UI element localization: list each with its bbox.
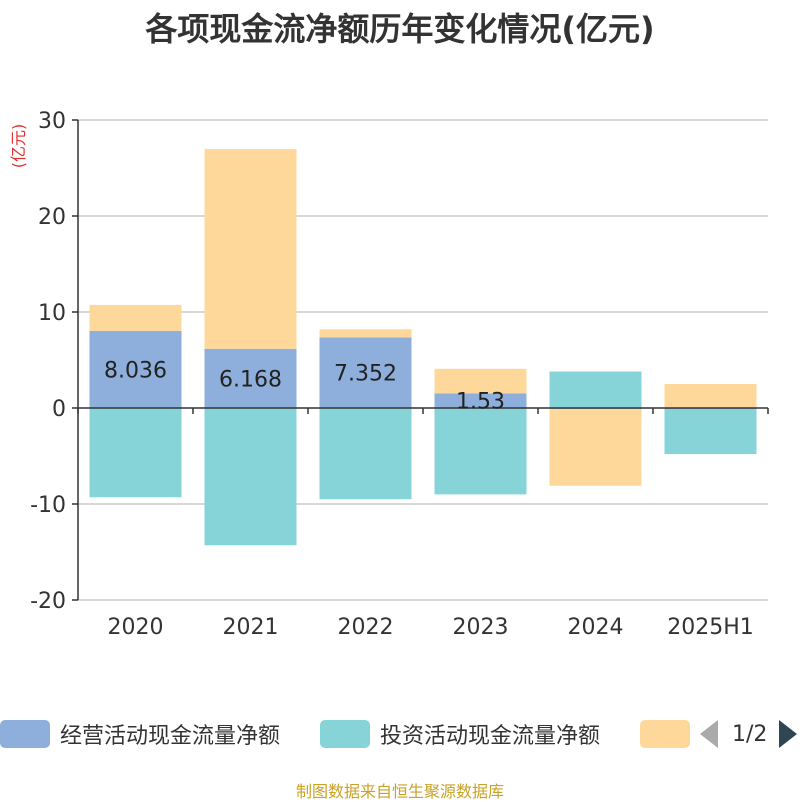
bar-investing-2024 [549,371,642,408]
y-tick-label: 0 [52,397,66,422]
source-note: 制图数据来自恒生聚源数据库 [295,782,504,801]
data-label-operating-2022: 7.352 [334,362,397,387]
x-tick-label: 2024 [568,615,624,640]
y-tick-label: -20 [30,589,66,614]
legend: 经营活动现金流量净额 投资活动现金流量净额 1/2 [0,716,800,752]
bar-investing-2025H1 [664,408,757,455]
bar-operating-2020 [89,330,182,408]
chevron-left-icon[interactable] [700,720,718,748]
legend-item-operating[interactable]: 经营活动现金流量净额 [0,716,280,752]
bar-financing-2020 [89,304,182,331]
bar-investing-2023 [434,408,527,495]
chart-title: 各项现金流净额历年变化情况(亿元) [145,10,655,48]
y-tick-label: 10 [38,301,66,326]
y-tick-label: -10 [30,493,66,518]
x-tick-label: 2021 [223,615,279,640]
legend-label-investing: 投资活动现金流量净额 [380,724,601,749]
y-tick-label: 20 [38,205,66,230]
bar-operating-2023 [434,393,527,408]
y-axis-label: (亿元) [9,124,28,169]
bar-layer [89,149,757,546]
bar-investing-2021 [204,408,297,546]
bar-financing-2025H1 [664,384,757,408]
bar-operating-2021 [204,348,297,408]
x-tick-label: 2023 [453,615,509,640]
legend-swatch-operating [0,720,50,748]
bar-financing-2023 [434,368,527,394]
legend-item-financing[interactable] [640,716,690,752]
x-tick-label: 2020 [108,615,164,640]
legend-swatch-investing [320,720,370,748]
bar-financing-2021 [204,149,297,349]
x-tick-label: 2022 [338,615,394,640]
legend-page-indicator: 1/2 [732,721,768,747]
legend-item-investing[interactable]: 投资活动现金流量净额 [320,716,600,752]
data-label-operating-2020: 8.036 [104,358,167,383]
bar-financing-2022 [319,329,412,338]
legend-swatch-financing [640,720,690,748]
data-label-operating-2023: 1.53 [456,390,505,415]
x-tick-label: 2025H1 [667,615,754,640]
label-layer: 8.036 6.168 7.352 1.53 [104,358,505,414]
y-tick-label: 30 [38,109,66,134]
bar-financing-2024 [549,408,642,486]
bar-operating-2022 [319,337,412,408]
legend-pager: 1/2 [700,716,798,752]
data-label-operating-2021: 6.168 [219,367,282,392]
bar-investing-2020 [89,408,182,498]
chevron-right-icon[interactable] [779,720,798,748]
grid-layer [78,119,768,601]
legend-label-operating: 经营活动现金流量净额 [60,724,281,749]
bar-investing-2022 [319,408,412,500]
axis-layer: -20 -10 0 10 20 30 (亿元) 2020 2021 2022 2023 2024 202… [9,109,769,640]
